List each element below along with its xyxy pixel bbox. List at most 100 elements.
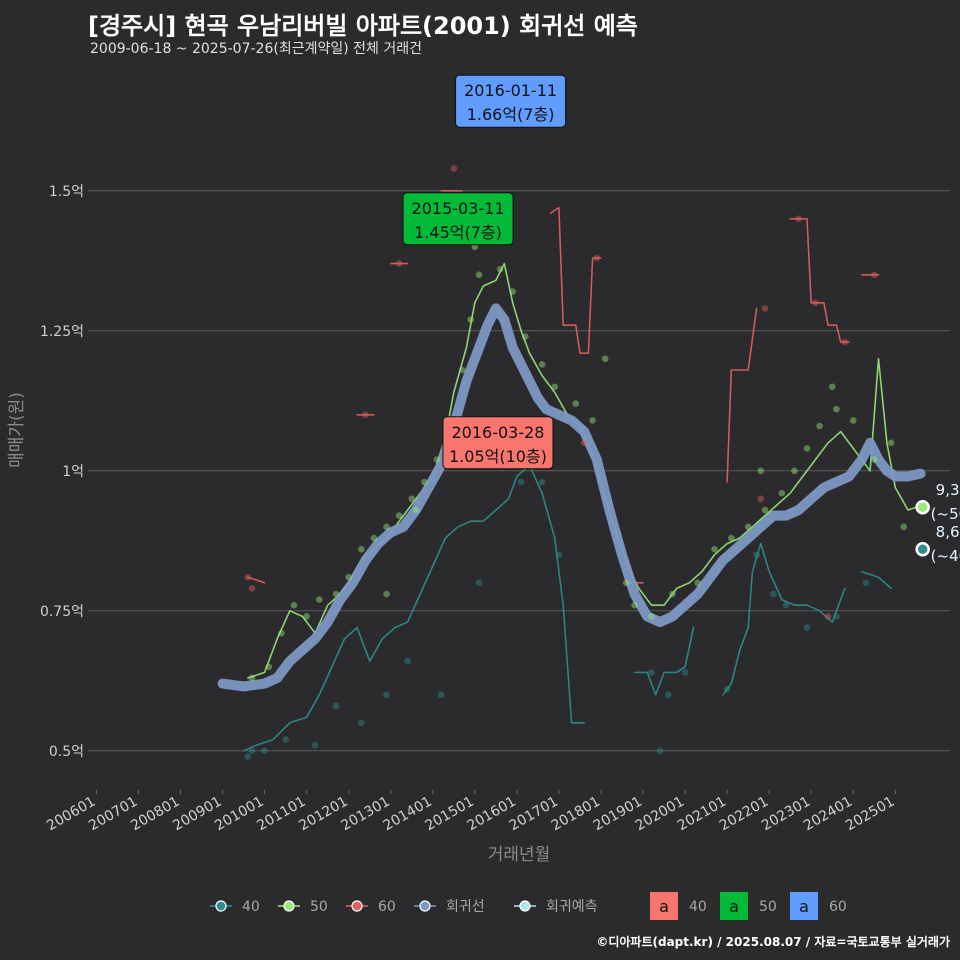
scatter-point-s60-78	[244, 573, 252, 581]
legend-box-glyph-0: a	[659, 897, 669, 916]
forecast-area-label-0: (~50㎡)	[931, 505, 960, 523]
series-line-s40-3	[860, 570, 892, 590]
scatter-points	[244, 97, 908, 760]
x-axis-title: 거래년월	[488, 845, 551, 865]
y-axis-ticks: 0.5억 0.75억 1억 1.25억 1.5억	[40, 184, 84, 760]
scatter-point-s40-23	[862, 579, 870, 587]
scatter-point-s40-21	[803, 624, 811, 631]
scatter-point-s50-29	[303, 613, 310, 620]
scatter-point-s40-5	[332, 702, 340, 710]
scatter-point-s40-0	[244, 753, 252, 760]
scatter-point-s40-7	[383, 691, 390, 699]
scatter-point-s40-22	[833, 613, 840, 620]
scatter-point-s60-82	[450, 165, 458, 172]
scatter-point-s50-77	[828, 383, 836, 391]
series-line-s60-9	[549, 206, 602, 354]
legend-marker-0	[215, 900, 227, 912]
scatter-point-s40-10	[475, 579, 483, 587]
scatter-point-s60-79	[248, 585, 256, 592]
annotation-date-2: 2016-03-28	[451, 423, 544, 442]
scatter-point-s40-2	[261, 747, 268, 755]
legend-box-glyph-1: a	[729, 897, 739, 916]
scatter-point-s40-4	[311, 741, 319, 749]
annotation-value-1: 1.45억(7층)	[414, 223, 502, 242]
scatter-point-s50-28	[290, 601, 298, 609]
scatter-point-s50-46	[509, 288, 516, 295]
scatter-point-s50-36	[395, 512, 403, 519]
scatter-point-s50-53	[622, 579, 630, 587]
scatter-point-s40-16	[681, 669, 689, 676]
scatter-point-s60-90	[824, 613, 832, 620]
series-lines	[217, 100, 926, 752]
scatter-point-s60-81	[395, 260, 403, 267]
scatter-point-s60-92	[871, 271, 878, 279]
series-line-s60-12	[789, 218, 850, 343]
scatter-point-s60-88	[795, 215, 802, 223]
scatter-point-s50-51	[589, 417, 596, 424]
forecast-price-label-0: 9,350	[936, 481, 960, 499]
scatter-point-s50-64	[803, 445, 811, 452]
legend: 40 50 60 회귀선 회귀예측 a 40 a 50 a 60	[210, 892, 847, 920]
scatter-point-s50-71	[383, 590, 390, 598]
scatter-point-s50-25	[248, 674, 256, 682]
scatter-point-s60-89	[812, 299, 819, 307]
legend-marker-3	[419, 900, 431, 912]
y-tick-label-1: 0.75억	[40, 604, 84, 620]
scatter-point-s60-80	[362, 411, 369, 419]
scatter-point-s50-48	[538, 361, 546, 368]
regression-line	[217, 303, 926, 692]
y-axis-title: 매매가(원)	[7, 392, 27, 468]
scatter-point-s50-62	[778, 489, 786, 497]
annotation-date-0: 2016-01-11	[464, 81, 557, 100]
forecast-marker-0	[915, 499, 930, 515]
scatter-point-s50-61	[761, 506, 769, 514]
scatter-point-s50-33	[358, 545, 365, 553]
scatter-point-s50-69	[887, 439, 895, 447]
scatter-point-s50-35	[383, 523, 390, 531]
series-line-s60-14	[247, 576, 266, 584]
scatter-point-s50-60	[744, 523, 752, 531]
x-tick-label-19: 202501	[843, 794, 897, 835]
scatter-point-s40-24	[656, 747, 664, 755]
legend-box-1	[720, 892, 748, 920]
scatter-point-s40-6	[358, 719, 365, 727]
legend-box-label-1: 50	[759, 899, 777, 915]
annotation-value-0: 1.66억(7층)	[467, 105, 555, 124]
scatter-point-s50-52	[601, 355, 609, 363]
scatter-point-s60-84	[580, 439, 588, 447]
credit-text: ©디아파트(dapt.kr) / 2025.08.07 / 자료=국토교통부 실…	[596, 935, 950, 949]
scatter-point-s40-13	[555, 551, 563, 559]
scatter-point-s40-9	[437, 691, 445, 699]
chart-subtitle: 2009-06-18 ~ 2025-07-26(최근계약일) 전체 거래건	[90, 41, 422, 57]
scatter-point-s50-58	[711, 545, 718, 553]
scatter-point-s50-30	[315, 596, 323, 603]
y-tick-label-3: 1.25억	[40, 324, 84, 340]
series-line-s40-2	[722, 542, 846, 696]
scatter-point-s50-26	[265, 663, 273, 671]
series-line-s40-1	[633, 626, 695, 696]
scatter-point-s40-11	[517, 478, 525, 486]
legend-label-0: 40	[242, 899, 260, 915]
scatter-point-s50-55	[648, 613, 655, 620]
legend-box-2	[790, 892, 818, 920]
scatter-point-s40-15	[664, 691, 672, 699]
scatter-point-s50-66	[833, 405, 840, 413]
annotation-labels: 2016-01-11 1.66억(7층) 2015-03-11 1.45억(7층) 20…	[402, 74, 567, 470]
scatter-point-s50-65	[816, 422, 823, 430]
series-line-s40-0	[242, 464, 585, 752]
scatter-point-s40-3	[282, 736, 289, 743]
forecast-price-label-1: 8,600	[936, 523, 960, 541]
scatter-point-s50-45	[496, 265, 504, 273]
scatter-point-s40-17	[723, 685, 731, 693]
x-axis-ticks: 2006012007012008012009012010012011012012…	[44, 790, 897, 834]
scatter-point-s60-85	[593, 254, 601, 262]
legend-marker-4	[519, 900, 531, 912]
legend-box-label-2: 60	[829, 899, 847, 915]
annotation-value-2: 1.05억(10층)	[449, 447, 547, 466]
scatter-point-s40-1	[248, 747, 256, 755]
scatter-point-s50-31	[332, 590, 340, 598]
scatter-point-s50-59	[728, 534, 735, 542]
annotation-box-1	[402, 192, 514, 246]
scatter-point-s50-54	[631, 601, 638, 609]
legend-marker-2	[351, 900, 363, 912]
